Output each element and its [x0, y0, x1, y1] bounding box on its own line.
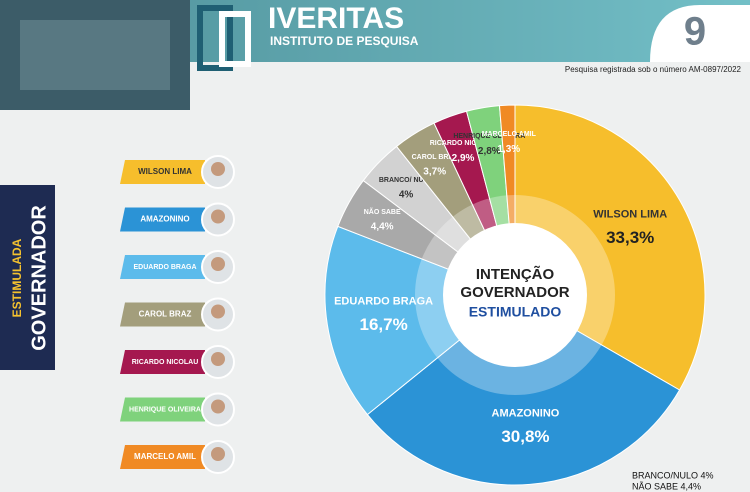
legend-photo-head: [211, 447, 225, 461]
brand: IVERITAS: [268, 2, 404, 35]
legend-label: EDUARDO BRAGA: [134, 264, 197, 271]
legend-label: WILSON LIMA: [138, 167, 192, 176]
center-title: INTENÇÃO GOVERNADOR: [460, 265, 569, 301]
legend-photo-head: [211, 304, 225, 319]
legend: WILSON LIMA AMAZONINO EDUARDO BRAGA CAROL B…: [120, 155, 235, 474]
donut-chart: WILSON LIMA 33,3% AMAZONINO 30,8% EDUARDO BR…: [324, 104, 706, 486]
slice-value: 2,8%: [478, 146, 501, 157]
legend-label: MARCELO AMIL: [134, 452, 196, 461]
slice-label: BRANCO/ NULO: [379, 177, 434, 184]
slice-label: CAROL BRAZ: [412, 154, 459, 161]
slice-label: AMAZONINO: [492, 407, 560, 419]
slice-value: 3,7%: [423, 167, 446, 178]
slice-label: EDUARDO BRAGA: [334, 296, 433, 308]
slice-value: 4,4%: [371, 222, 394, 233]
center-disc: [443, 223, 587, 367]
page-number: 9: [684, 10, 706, 54]
number-badge: [650, 5, 750, 62]
logo-frame: [197, 5, 233, 71]
footnote: BRANCO/NULO 4%: [632, 470, 714, 480]
center-subtitle: ESTIMULADO: [469, 304, 562, 320]
slice-value: 1,3%: [497, 144, 520, 155]
registration: Pesquisa registrada sob o número AM-0897…: [565, 65, 742, 74]
side-top: ESTIMULADA: [10, 238, 24, 317]
legend-label: HENRIQUE OLIVEIRA: [129, 406, 201, 413]
side-bottom: GOVERNADOR: [28, 205, 50, 351]
slice-label: WILSON LIMA: [593, 208, 667, 220]
logo-frame-inner: [219, 11, 251, 67]
side-band: [0, 185, 55, 370]
legend-photo-head: [211, 257, 225, 271]
legend-tag: [120, 302, 205, 327]
slice: [324, 225, 516, 416]
header-photo-detail: [20, 20, 170, 90]
legend-photo-head: [211, 162, 225, 176]
legend-label: RICARDO NICOLAU: [132, 359, 199, 366]
slice: [366, 294, 681, 486]
legend-tag: [120, 255, 205, 279]
legend-tag: [120, 445, 205, 469]
slice-value: 16,7%: [360, 315, 408, 334]
slice-label: NÃO SABE: [364, 207, 401, 216]
slice-label: RICARDO NICOLAU: [430, 140, 497, 147]
legend-tag: [120, 350, 205, 374]
slice-value: 4%: [399, 190, 414, 201]
legend-tag: [120, 160, 205, 184]
legend-photo-head: [211, 352, 225, 366]
legend-tag: [120, 207, 205, 232]
legend-label: CAROL BRAZ: [139, 310, 192, 319]
slice-label: HENRIQUE OLIVEIRA: [453, 133, 525, 140]
slice-label: MARCELO AMIL: [482, 131, 537, 138]
legend-label: AMAZONINO: [140, 215, 189, 224]
legend-tag: [120, 397, 205, 422]
slice-value: 30,8%: [501, 427, 549, 446]
footnote: NÃO SABE 4,4%: [632, 481, 701, 491]
legend-photo-head: [211, 209, 225, 224]
slice-value: 2,9%: [452, 153, 475, 164]
slice-value: 33,3%: [606, 228, 654, 247]
legend-photo-head: [211, 399, 225, 414]
brand-subtitle: INSTITUTO DE PESQUISA: [270, 34, 419, 48]
